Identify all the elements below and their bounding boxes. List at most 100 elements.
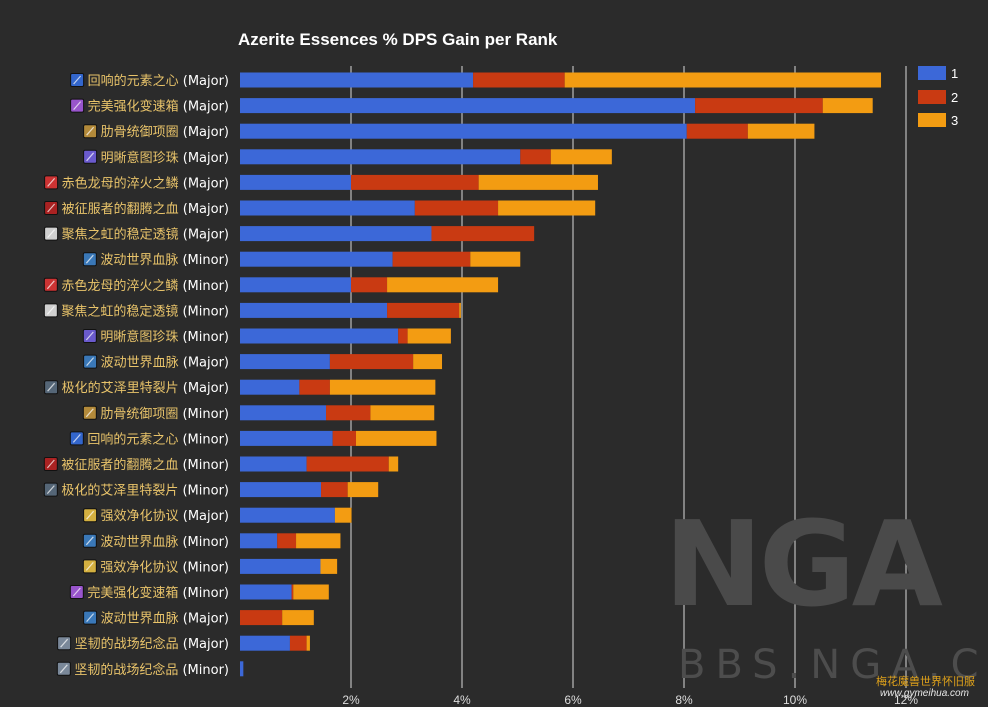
bar-segment-rank-1[interactable] xyxy=(240,507,335,523)
bar-segment-rank-3[interactable] xyxy=(470,251,521,267)
essence-icon-glyph xyxy=(73,101,82,110)
bar-segment-rank-2[interactable] xyxy=(306,456,389,472)
bar-segment-rank-3[interactable] xyxy=(407,328,451,344)
category-label: 回响的元素之心 (Minor) xyxy=(87,431,229,447)
bar-segment-rank-1[interactable] xyxy=(240,661,244,677)
bar-segment-rank-2[interactable] xyxy=(695,98,823,114)
bar-segment-rank-3[interactable] xyxy=(388,456,399,472)
bar-segment-rank-1[interactable] xyxy=(240,149,521,165)
bar-segment-rank-1[interactable] xyxy=(240,635,290,651)
bar-segment-rank-1[interactable] xyxy=(240,482,322,498)
bar-segment-rank-3[interactable] xyxy=(413,354,443,370)
legend-swatch-rank-2[interactable] xyxy=(918,90,946,104)
x-tick-label: 6% xyxy=(564,693,582,707)
bar-segment-rank-2[interactable] xyxy=(326,405,371,421)
bar-segment-rank-2[interactable] xyxy=(387,302,460,318)
category-label: 波动世界血脉 (Minor) xyxy=(100,535,229,550)
bar-segment-rank-2[interactable] xyxy=(299,379,330,395)
bar-segment-rank-2[interactable] xyxy=(398,328,408,344)
bar-segment-rank-2[interactable] xyxy=(329,354,414,370)
bar-segment-rank-1[interactable] xyxy=(240,302,388,318)
x-tick-label: 12% xyxy=(894,693,918,707)
category-label: 完美强化变速箱 (Major) xyxy=(88,99,229,115)
bar-segment-rank-1[interactable] xyxy=(240,174,351,190)
essence-icon-glyph xyxy=(86,510,95,520)
bar-segment-rank-2[interactable] xyxy=(321,482,348,498)
bar-segment-rank-1[interactable] xyxy=(240,277,351,293)
essence-icon-glyph xyxy=(85,536,94,546)
category-label: 极化的艾泽里特裂片 (Major) xyxy=(62,380,229,396)
essence-icon-glyph xyxy=(85,254,94,264)
bar-segment-rank-3[interactable] xyxy=(296,533,341,549)
bar-segment-rank-2[interactable] xyxy=(686,123,748,139)
bar-segment-rank-2[interactable] xyxy=(392,251,471,267)
bar-segment-rank-1[interactable] xyxy=(240,533,278,549)
bar-segment-rank-2[interactable] xyxy=(351,174,479,190)
essence-icon-glyph xyxy=(86,126,95,136)
bar-segment-rank-1[interactable] xyxy=(240,405,327,421)
bar-segment-rank-1[interactable] xyxy=(240,123,687,139)
bar-segment-rank-3[interactable] xyxy=(478,174,598,190)
bar-segment-rank-1[interactable] xyxy=(240,226,432,242)
bar-segment-rank-3[interactable] xyxy=(355,430,437,446)
bar-segment-rank-1[interactable] xyxy=(240,379,300,395)
bar-segment-rank-3[interactable] xyxy=(498,200,596,216)
bar-segment-rank-1[interactable] xyxy=(240,251,393,267)
category-label: 明晰意图珍珠 (Major) xyxy=(101,150,229,166)
bar-segment-rank-1[interactable] xyxy=(240,430,333,446)
x-tick-label: 2% xyxy=(342,693,360,707)
legend-swatch-rank-3[interactable] xyxy=(918,113,946,127)
bar-segment-rank-1[interactable] xyxy=(240,98,696,114)
bar-segment-rank-2[interactable] xyxy=(240,610,283,626)
category-label: 被征服者的翻腾之血 (Major) xyxy=(62,201,229,217)
bar-segment-rank-2[interactable] xyxy=(414,200,499,216)
legend-label[interactable]: 1 xyxy=(951,66,958,81)
bar-segment-rank-3[interactable] xyxy=(347,482,379,498)
essence-icon-glyph xyxy=(86,357,95,366)
bar-segment-rank-2[interactable] xyxy=(332,430,356,446)
legend-label[interactable]: 3 xyxy=(951,113,958,128)
bar-segment-rank-1[interactable] xyxy=(240,72,474,88)
bar-segment-rank-2[interactable] xyxy=(473,72,565,88)
bar-segment-rank-1[interactable] xyxy=(240,558,321,574)
bar-segment-rank-2[interactable] xyxy=(431,226,535,242)
bar-segment-rank-3[interactable] xyxy=(329,379,436,395)
legend-swatch-rank-1[interactable] xyxy=(918,66,946,80)
bar-segment-rank-2[interactable] xyxy=(277,533,297,549)
bar-segment-rank-3[interactable] xyxy=(550,149,612,165)
bar-segment-rank-3[interactable] xyxy=(370,405,435,421)
category-label: 回响的元素之心 (Major) xyxy=(88,73,229,89)
essence-icon-glyph xyxy=(85,331,94,341)
bar-segment-rank-1[interactable] xyxy=(240,328,399,344)
legend-label[interactable]: 2 xyxy=(951,90,958,105)
bar-segment-rank-3[interactable] xyxy=(334,507,352,523)
site-url-watermark: www.gymeihua.com xyxy=(880,688,969,699)
bar-segment-rank-2[interactable] xyxy=(289,635,307,651)
bar-segment-rank-3[interactable] xyxy=(387,277,499,293)
bar-segment-rank-2[interactable] xyxy=(520,149,551,165)
category-label: 波动世界血脉 (Major) xyxy=(101,356,229,371)
x-tick-label: 8% xyxy=(675,693,693,707)
bar-segment-rank-1[interactable] xyxy=(240,200,415,216)
essence-icon-glyph xyxy=(86,613,95,622)
category-label: 强效净化协议 (Major) xyxy=(101,509,229,524)
bar-segment-rank-3[interactable] xyxy=(282,610,314,626)
bar-segment-rank-1[interactable] xyxy=(240,456,307,472)
bar-segment-rank-3[interactable] xyxy=(747,123,815,139)
bar-segment-rank-1[interactable] xyxy=(240,354,330,370)
bar-segment-rank-3[interactable] xyxy=(564,72,882,88)
bar-segment-rank-3[interactable] xyxy=(306,635,310,651)
essence-icon-glyph xyxy=(46,306,55,315)
bar-segment-rank-3[interactable] xyxy=(293,584,329,600)
bar-segment-rank-1[interactable] xyxy=(240,584,292,600)
bar-segment-rank-2[interactable] xyxy=(351,277,388,293)
essence-icon-glyph xyxy=(59,664,68,674)
bar-segment-rank-3[interactable] xyxy=(320,558,338,574)
bar-segment-rank-2[interactable] xyxy=(291,584,294,600)
bar-segment-rank-3[interactable] xyxy=(459,302,461,318)
essence-icon-glyph xyxy=(47,203,56,213)
nga-logo-watermark: NGA xyxy=(664,495,943,633)
bar-segment-rank-3[interactable] xyxy=(822,98,873,114)
